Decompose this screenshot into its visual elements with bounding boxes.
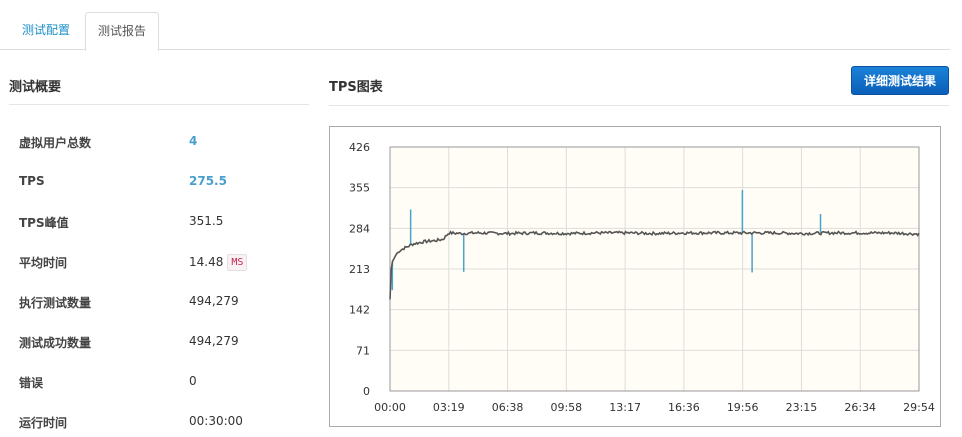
- x-tick-label: 03:19: [433, 401, 465, 414]
- chart-divider: [329, 105, 949, 106]
- summary-label: 错误: [19, 376, 44, 390]
- summary-value: 275.5: [189, 174, 227, 188]
- x-tick-label: 06:38: [492, 401, 524, 414]
- chart-title: TPS图表: [329, 80, 383, 95]
- y-tick-label: 71: [356, 344, 370, 357]
- summary-value: 494,279: [189, 294, 239, 308]
- y-tick-label: 0: [363, 385, 370, 398]
- detail-results-button[interactable]: 详细测试结果: [851, 66, 949, 95]
- x-tick-label: 13:17: [609, 401, 641, 414]
- tab-test-report[interactable]: 测试报告: [85, 12, 160, 51]
- y-tick-label: 213: [349, 263, 370, 276]
- summary-divider: [9, 104, 309, 105]
- summary-value-wrap: 14.48 MS: [189, 254, 248, 271]
- summary-title: 测试概要: [9, 80, 62, 95]
- summary-label: 执行测试数量: [19, 296, 92, 310]
- x-tick-label: 09:58: [550, 401, 582, 414]
- x-tick-label: 23:15: [786, 401, 818, 414]
- summary-label: TPS峰值: [19, 216, 69, 230]
- tps-chart-container: 0 71 142 213 284 355 426 00:00 03:19 06:38 09:58 13…: [329, 126, 941, 427]
- summary-value: 0: [189, 374, 197, 388]
- summary-value: 494,279: [189, 334, 239, 348]
- y-tick-label: 426: [349, 141, 370, 154]
- y-tick-label: 355: [349, 182, 370, 195]
- x-tick-label: 26:34: [844, 401, 876, 414]
- summary-label: 虚拟用户总数: [19, 136, 92, 150]
- series-line: [389, 230, 920, 300]
- x-tick-label: 16:36: [668, 401, 700, 414]
- x-tick-label: 00:00: [374, 401, 406, 414]
- plot-border: [389, 146, 920, 392]
- summary-label: 平均时间: [19, 256, 68, 270]
- summary-value: 14.48: [189, 255, 224, 269]
- summary-label: 测试成功数量: [19, 336, 92, 350]
- x-tick-label: 19:56: [727, 401, 759, 414]
- summary-value: 4: [189, 134, 198, 148]
- tab-bar: 测试配置 测试报告: [0, 0, 950, 51]
- y-tick-label: 284: [349, 222, 370, 235]
- unit-badge: MS: [227, 254, 248, 271]
- summary-value: 00:30:00: [189, 414, 243, 428]
- summary-value: 351.5: [189, 214, 224, 228]
- summary-label: TPS: [19, 174, 45, 188]
- tps-chart: 0 71 142 213 284 355 426 00:00 03:19 06:38 09:58 13…: [349, 141, 935, 414]
- tab-test-config[interactable]: 测试配置: [22, 23, 71, 37]
- x-tick-label: 29:54: [903, 401, 935, 414]
- y-tick-label: 142: [349, 304, 370, 317]
- summary-label: 运行时间: [19, 416, 68, 430]
